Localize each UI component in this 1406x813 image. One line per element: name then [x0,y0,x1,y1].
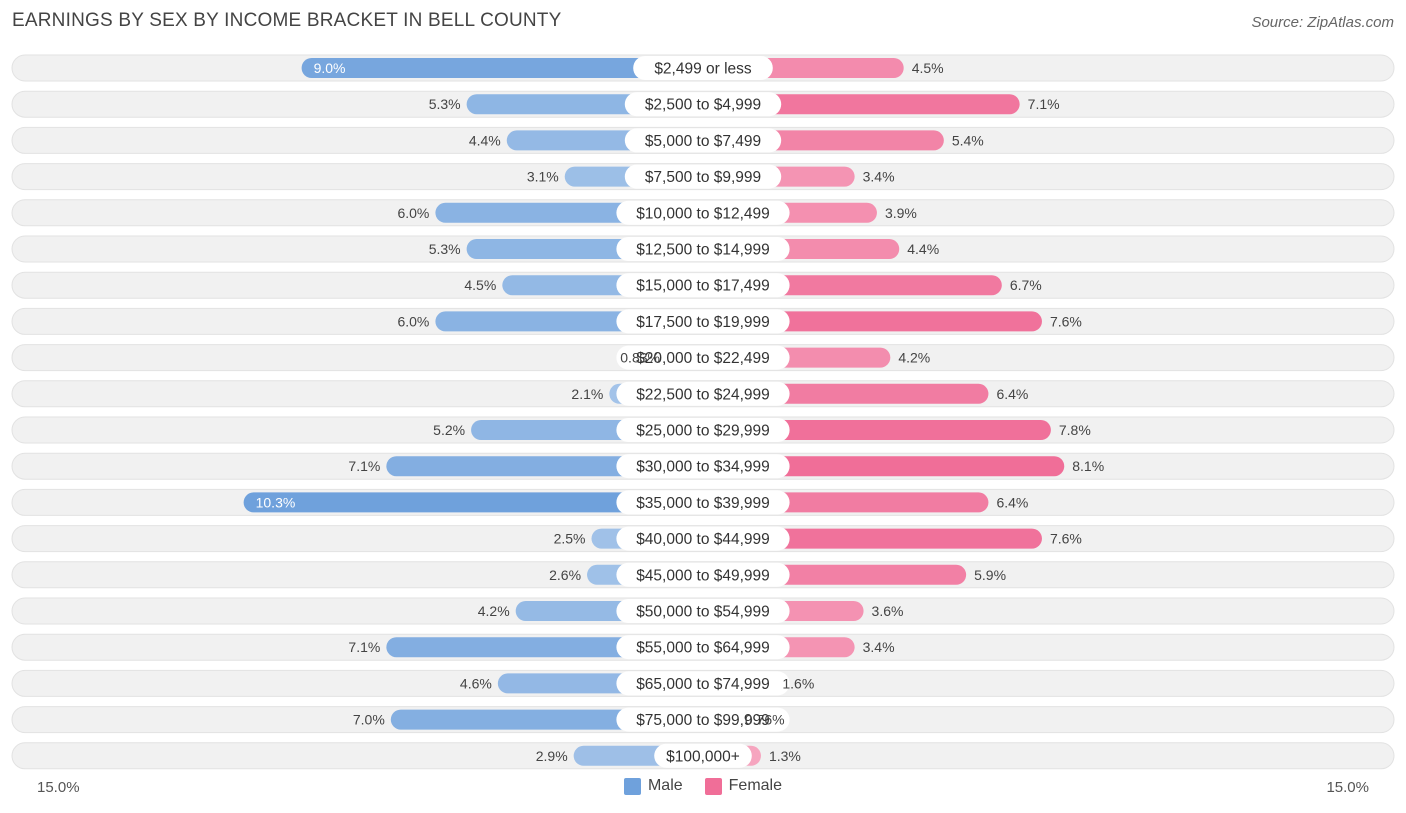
male-value-label: 6.0% [397,313,429,329]
category-label: $10,000 to $12,499 [636,205,770,222]
male-value-label: 7.0% [353,712,385,728]
female-value-label: 0.76% [745,712,785,728]
category-label: $22,500 to $24,999 [636,386,770,403]
axis-left-label: 15.0% [37,779,80,796]
female-value-label: 5.9% [974,567,1006,583]
category-label: $2,500 to $4,999 [645,97,761,114]
male-value-label: 2.9% [536,748,568,764]
legend-label-female: Female [728,777,783,794]
male-value-label: 2.1% [571,386,603,402]
category-label: $20,000 to $22,499 [636,350,770,367]
male-value-label: 4.4% [469,132,501,148]
female-value-label: 3.4% [863,639,895,655]
category-label: $7,500 to $9,999 [645,169,761,186]
male-value-label: 5.3% [429,241,461,257]
category-label: $55,000 to $64,999 [636,640,770,657]
female-value-label: 7.8% [1059,422,1091,438]
category-label: $65,000 to $74,999 [636,676,770,693]
legend-swatch-female [704,777,722,795]
category-label: $50,000 to $54,999 [636,604,770,621]
female-bar [703,94,1020,115]
category-label: $35,000 to $39,999 [636,495,770,512]
source-label: Source: ZipAtlas.com [1251,14,1394,31]
female-value-label: 7.6% [1050,313,1082,329]
category-label: $75,000 to $99,999 [636,712,770,729]
chart-title: EARNINGS BY SEX BY INCOME BRACKET IN BEL… [12,10,562,31]
female-value-label: 4.2% [898,350,930,366]
male-value-label: 3.1% [527,169,559,185]
male-bar [243,492,703,513]
male-value-label: 5.3% [429,96,461,112]
legend: Male Female [0,777,1406,795]
category-label-bg [616,454,790,479]
category-label-bg [616,490,790,515]
male-bar [301,58,703,78]
male-value-label: 7.1% [348,458,380,474]
category-label-bg [616,599,790,623]
female-bar [703,456,1065,477]
category-label: $30,000 to $34,999 [636,459,770,476]
male-value-label: 10.3% [256,494,296,510]
female-value-label: 1.6% [782,675,814,691]
category-label-bg [616,526,790,551]
category-label: $15,000 to $17,499 [636,278,770,295]
chart-plot: $2,499 or less 9.0% 4.5% $2,500 to $4,999 5.… [11,54,1395,770]
male-value-label: 2.5% [554,531,586,547]
female-value-label: 3.6% [872,603,904,619]
female-value-label: 3.4% [863,169,895,185]
female-value-label: 7.1% [1028,96,1060,112]
category-label-bg [616,562,790,587]
female-value-label: 4.4% [907,241,939,257]
female-value-label: 3.9% [885,205,917,221]
male-value-label: 4.6% [460,675,492,691]
female-value-label: 8.1% [1072,458,1104,474]
category-label-bg [616,381,790,406]
category-label-bg [616,273,790,298]
category-label: $17,500 to $19,999 [636,314,770,331]
category-label-bg [616,309,790,334]
category-label-bg [624,92,782,117]
category-label: $40,000 to $44,999 [636,531,770,548]
legend-label-male: Male [647,777,683,794]
category-label-bg [616,237,790,261]
female-bar [703,420,1051,440]
female-value-label: 5.4% [952,132,984,148]
axis-right-label: 15.0% [1326,779,1369,796]
category-label-bg [654,743,752,768]
category-label: $25,000 to $29,999 [636,423,770,440]
category-label-bg [616,200,790,225]
male-value-label: 4.2% [478,603,510,619]
category-label-bg [624,164,782,189]
category-label-bg [616,707,790,732]
male-value-label: 0.83% [620,350,660,366]
female-value-label: 7.6% [1050,531,1082,547]
male-value-label: 5.2% [433,422,465,438]
legend-item-male[interactable]: Male [623,777,683,795]
category-label: $2,499 or less [654,61,752,78]
female-value-label: 6.4% [996,494,1028,510]
female-value-label: 1.3% [769,748,801,764]
female-value-label: 6.4% [996,386,1028,402]
male-value-label: 9.0% [314,60,346,76]
category-label: $12,500 to $14,999 [636,242,770,259]
legend-swatch-male [623,777,641,795]
category-label-bg [616,671,790,696]
male-value-label: 7.1% [348,639,380,655]
category-label: $100,000+ [666,748,740,765]
category-label-bg [616,345,790,370]
category-label-bg [616,635,790,660]
male-value-label: 6.0% [397,205,429,221]
category-label-bg [624,128,782,153]
female-value-label: 4.5% [912,60,944,76]
legend-item-female[interactable]: Female [704,777,783,795]
category-label: $5,000 to $7,499 [645,133,761,150]
male-value-label: 2.6% [549,567,581,583]
female-value-label: 6.7% [1010,277,1042,293]
category-label: $45,000 to $49,999 [636,567,770,584]
category-label-bg [633,56,773,80]
category-label-bg [616,418,790,442]
male-value-label: 4.5% [464,277,496,293]
